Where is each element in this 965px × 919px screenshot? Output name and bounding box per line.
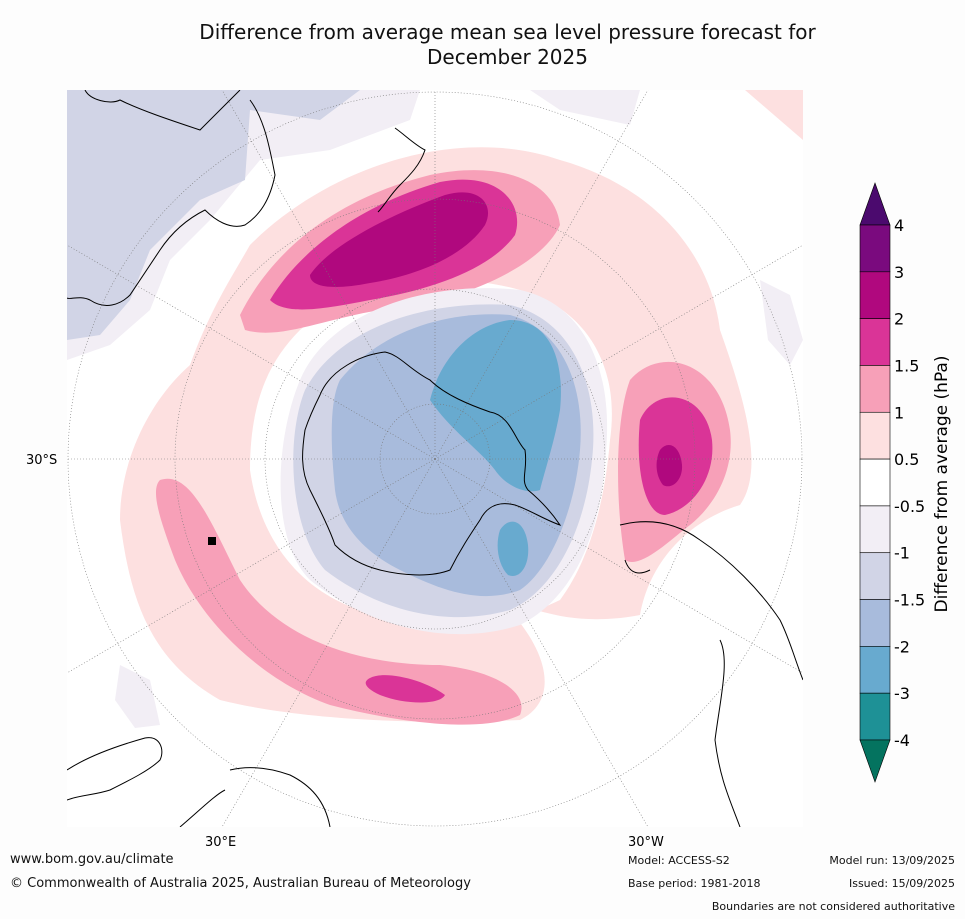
- colorbar-band: [859, 646, 891, 694]
- colorbar-band: [859, 552, 891, 600]
- island-marker: [208, 537, 216, 545]
- colorbar-tick-label: 1: [894, 403, 904, 422]
- colorbar-extend-bottom: [859, 739, 891, 783]
- south-georgia-coastline: [714, 639, 741, 827]
- antarctica-coastline: [302, 351, 562, 576]
- anomaly-region-neg-2-3: [497, 521, 529, 576]
- colorbar-label: Difference from average (hPa): [932, 356, 952, 613]
- colorbar-ticks: 4 3 2 1.5 1 0.5 -0.5 -1 -1.5 -2 -3 -4: [894, 216, 925, 750]
- colorbar-tick-label: -1.5: [894, 591, 925, 610]
- anomaly-region-pos-0.5-1: [745, 90, 803, 140]
- footer-url[interactable]: www.bom.gov.au/climate: [10, 852, 174, 867]
- colorbar-band: [859, 365, 891, 413]
- colorbar-bands: [859, 182, 891, 783]
- colorbar-band: [859, 599, 891, 647]
- colorbar-tick-label: 0.5: [894, 450, 919, 469]
- colorbar-band: [859, 271, 891, 319]
- anomaly-region-neg-0.5-1: [115, 665, 160, 728]
- anomaly-region-neg-2-3: [430, 320, 561, 492]
- colorbar-tick-label: 3: [894, 263, 904, 282]
- coastlines: [67, 90, 803, 827]
- colorbar-tick-label: 4: [894, 216, 904, 235]
- model-name: Model: ACCESS-S2: [628, 854, 730, 867]
- lon-label-30w: 30°W: [628, 835, 664, 850]
- boundaries-disclaimer: Boundaries are not considered authoritat…: [711, 900, 955, 913]
- base-period: Base period: 1981-2018: [628, 877, 761, 890]
- colorbar-band: [859, 505, 891, 554]
- anomaly-region-neg-0.5-1: [530, 90, 640, 125]
- colorbar-band: [859, 458, 891, 507]
- colorbar-tick-label: 2: [894, 310, 904, 329]
- anomaly-region-pos-1-1.5: [155, 478, 522, 725]
- lat-label-30s: 30°S: [26, 453, 57, 468]
- colorbar-tick-label: -2: [894, 637, 910, 656]
- colorbar-tick-label: -3: [894, 684, 910, 703]
- lon-label-30e: 30°E: [205, 835, 236, 850]
- anomaly-region-pos-1.5-2: [365, 675, 445, 703]
- anomaly-region-pos-2-3: [310, 192, 489, 287]
- graticule: [67, 90, 803, 827]
- africa-coastline: [67, 737, 331, 827]
- model-run-date: Model run: 13/09/2025: [829, 854, 955, 867]
- chart-title: Difference from average mean sea level p…: [0, 20, 965, 70]
- anomaly-region-pos-2-3: [656, 445, 683, 487]
- title-line-1: Difference from average mean sea level p…: [199, 20, 816, 44]
- colorbar-tick-label: 1.5: [894, 356, 919, 375]
- issued-date: Issued: 15/09/2025: [848, 877, 955, 890]
- south-america-coastline: [619, 521, 803, 681]
- new-zealand-coastline: [377, 127, 426, 213]
- colorbar-band: [859, 318, 891, 366]
- colorbar-band: [859, 224, 891, 273]
- colorbar-tick-label: -0.5: [894, 497, 925, 516]
- colorbar-tick-label: -4: [894, 731, 910, 750]
- colorbar-band: [859, 411, 891, 460]
- title-line-2: December 2025: [427, 45, 588, 69]
- anomaly-region-neg-1-1.5: [67, 90, 360, 340]
- colorbar-extend-top: [859, 182, 891, 226]
- australia-coastline: [67, 90, 276, 306]
- footer-copyright: © Commonwealth of Australia 2025, Austra…: [10, 876, 471, 891]
- colorbar-tick-label: -1: [894, 544, 910, 563]
- anomaly-region-neg-0.5-1: [760, 280, 803, 365]
- colorbar-band: [859, 692, 891, 741]
